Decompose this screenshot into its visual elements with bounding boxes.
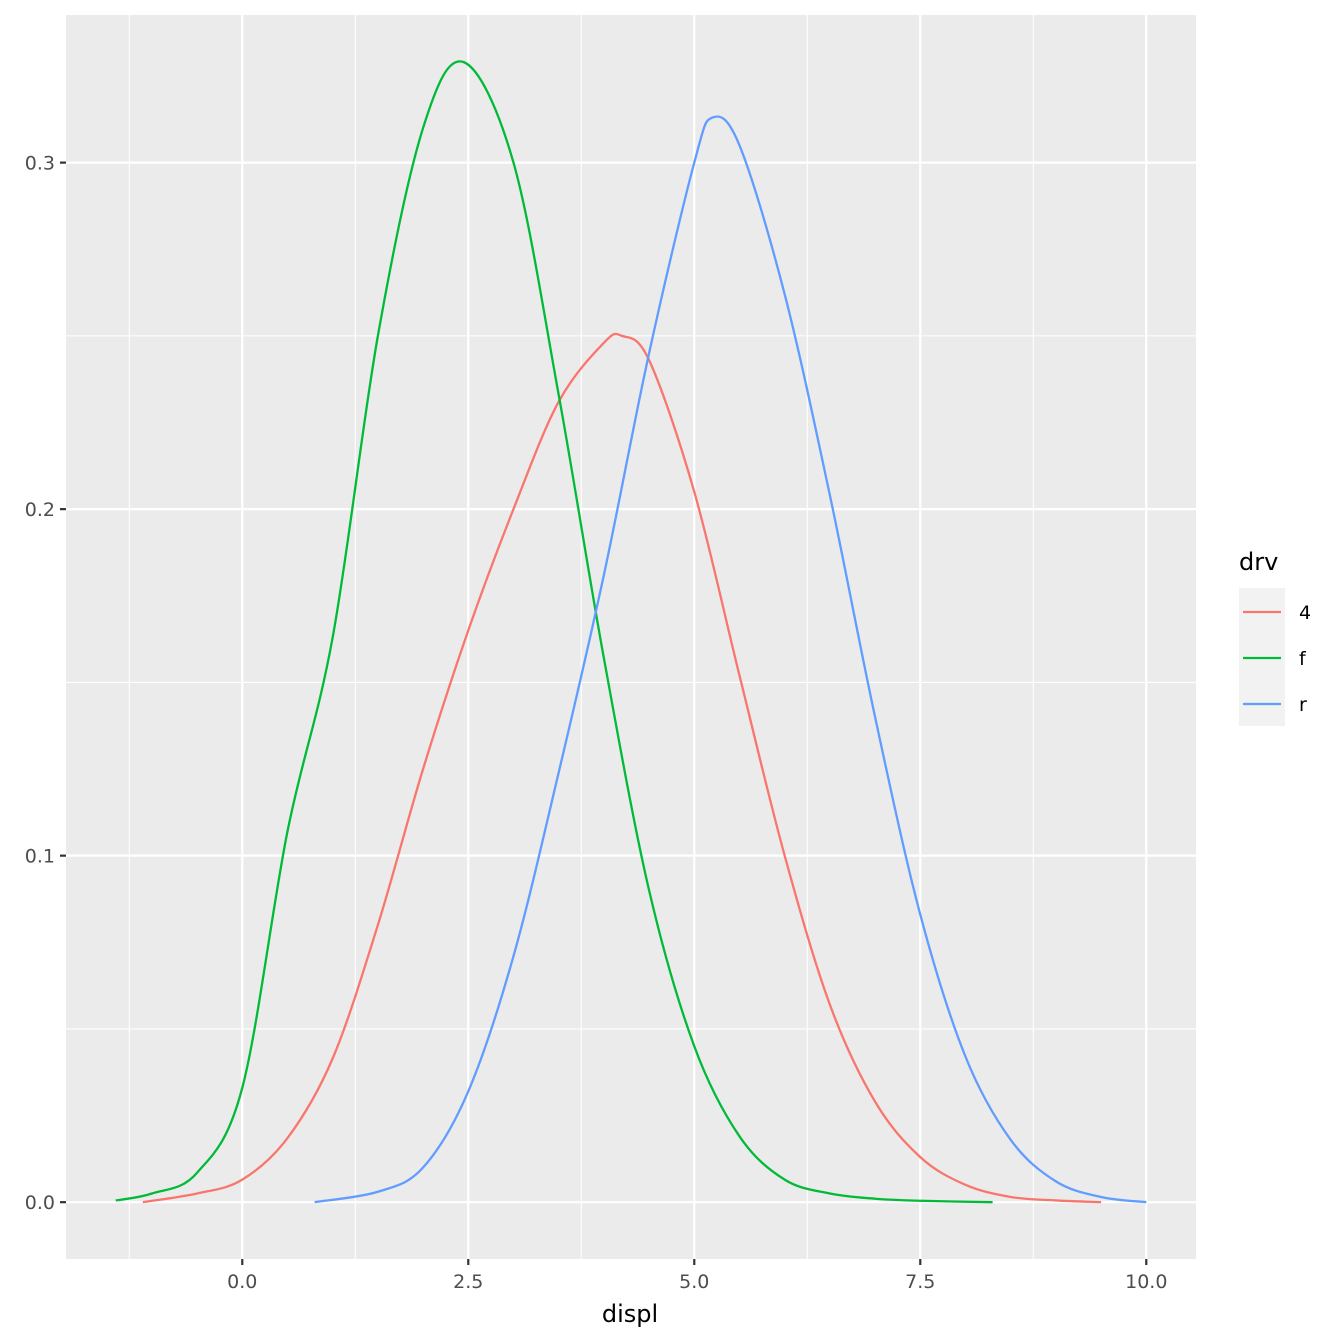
y-tick-label: 0.3 [25, 153, 55, 175]
major-gridlines [66, 15, 1196, 1259]
y-tick-label: 0.1 [25, 846, 55, 868]
x-tick-label: 7.5 [905, 1271, 935, 1293]
x-axis-title: displ [602, 1300, 658, 1328]
legend-title: drv [1239, 548, 1278, 576]
density-line-4 [142, 332, 1102, 1204]
legend-label-f: f [1299, 648, 1307, 670]
series-lines [115, 60, 1147, 1204]
plot-background [66, 15, 1196, 1259]
legend-items: 4 f r [1239, 588, 1311, 726]
legend-label-r: r [1299, 694, 1307, 716]
x-tick-label: 5.0 [679, 1271, 709, 1293]
legend-label-4: 4 [1299, 602, 1311, 624]
density-line-r [314, 115, 1147, 1204]
legend: drv 4 f r [1239, 548, 1311, 726]
y-axis-ticks: 0.0 0.1 0.2 0.3 [25, 153, 66, 1214]
x-tick-label: 0.0 [227, 1271, 257, 1293]
y-tick-label: 0.2 [25, 499, 55, 521]
y-tick-label: 0.0 [25, 1192, 55, 1214]
x-tick-label: 2.5 [453, 1271, 483, 1293]
x-axis-ticks: 0.0 2.5 5.0 7.5 10.0 [227, 1259, 1167, 1293]
x-tick-label: 10.0 [1125, 1271, 1167, 1293]
density-line-f [115, 60, 993, 1204]
